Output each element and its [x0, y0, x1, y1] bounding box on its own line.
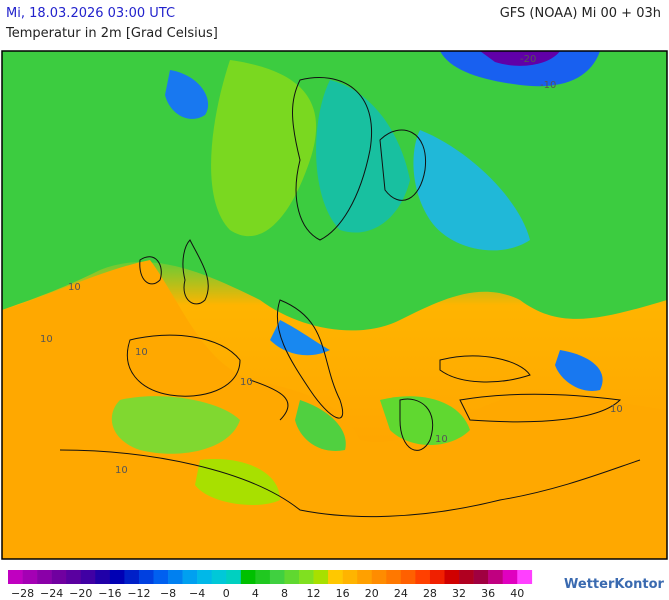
legend-swatch: [37, 570, 52, 584]
legend-swatch: [488, 570, 503, 584]
legend-swatch: [459, 570, 474, 584]
legend-swatch: [168, 570, 183, 584]
legend-label: −20: [69, 587, 92, 600]
legend-swatch: [284, 570, 300, 584]
legend-label: −4: [189, 587, 205, 600]
legend-swatch: [153, 570, 169, 584]
legend-swatch: [342, 570, 358, 584]
contour-label: 10: [40, 334, 53, 345]
legend-swatch: [386, 570, 402, 584]
legend-label: 40: [510, 587, 524, 600]
legend-swatch: [138, 570, 154, 584]
legend-label: −28: [11, 587, 34, 600]
legend-swatch: [444, 570, 460, 584]
legend-swatch: [357, 570, 373, 584]
legend-swatch: [517, 570, 533, 584]
legend-swatch: [51, 570, 67, 584]
legend-swatch: [371, 570, 387, 584]
date: Mi, 18.03.2026 03:00 UTC: [6, 6, 176, 21]
contour-label: 10: [240, 377, 253, 388]
legend-swatch: [269, 570, 285, 584]
logo: WetterKontor: [564, 577, 665, 592]
legend-swatch: [473, 570, 489, 584]
legend-label: −24: [40, 587, 63, 600]
legend-label: 4: [252, 587, 259, 600]
legend-label: 0: [223, 587, 230, 600]
legend-swatch: [415, 570, 431, 584]
legend-label: 32: [452, 587, 466, 600]
legend-label: 28: [423, 587, 437, 600]
legend-swatch: [255, 570, 271, 584]
contour-label: 10: [610, 404, 623, 415]
legend-swatch: [211, 570, 227, 584]
legend-swatch: [109, 570, 125, 584]
contour-labels: -20 -10 10 10 10 10 10 10 10: [40, 54, 623, 476]
legend-swatch: [240, 570, 256, 584]
legend-swatch: [502, 570, 518, 584]
legend-label: 16: [336, 587, 350, 600]
legend-swatch: [80, 570, 96, 584]
legend-swatch: [197, 570, 212, 584]
legend-label: −16: [98, 587, 121, 600]
model: GFS (NOAA) Mi 00 + 03h: [499, 6, 661, 21]
legend-label: −8: [160, 587, 176, 600]
coastlines: [59, 77, 641, 518]
legend-swatch: [182, 570, 198, 584]
legend-label: 12: [307, 587, 321, 600]
legend-swatch: [22, 570, 38, 584]
contour-label: -10: [540, 80, 556, 91]
map-frame: [1, 50, 668, 560]
contour-label: 10: [68, 282, 81, 293]
legend-swatch: [313, 570, 329, 584]
legend-swatch: [328, 570, 343, 584]
contour-label: 10: [115, 465, 128, 476]
legend-swatch: [8, 570, 23, 584]
legend-label: 20: [365, 587, 379, 600]
contour-label: 10: [435, 434, 448, 445]
subtitle: Temperatur in 2m [Grad Celsius]: [6, 26, 218, 41]
legend-swatch: [66, 570, 82, 584]
legend-label: 8: [281, 587, 288, 600]
legend-swatch: [299, 570, 314, 584]
legend-label: 36: [481, 587, 495, 600]
legend-label: −12: [127, 587, 150, 600]
legend-swatch: [95, 570, 111, 584]
legend-swatch: [400, 570, 416, 584]
contour-label: -20: [520, 54, 536, 65]
legend-swatch: [429, 570, 445, 584]
temperature-field: [2, 51, 667, 559]
legend-label: 24: [394, 587, 408, 600]
contour-label: 10: [135, 347, 148, 358]
legend-swatch: [226, 570, 242, 584]
color-legend: −28 −24 −20 −16 −12 −8 −4 0 4 8 12 16 20 24 28 32 36 40: [8, 570, 533, 600]
legend-swatch: [124, 570, 140, 584]
